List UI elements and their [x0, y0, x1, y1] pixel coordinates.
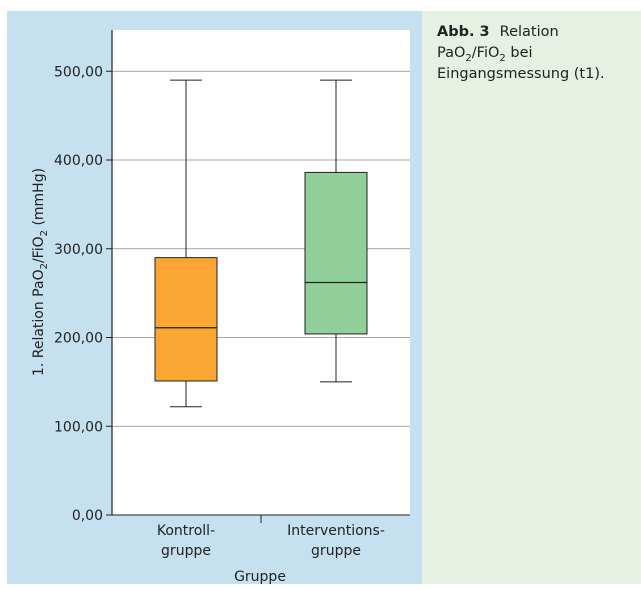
x-tick-label: Interventions- — [287, 523, 385, 539]
y-axis-title: 1. Relation PaO2/FiO2 (mmHg) — [31, 168, 50, 376]
y-tick-label: 200,00 — [54, 331, 103, 347]
x-tick-label: Kontroll- — [157, 523, 215, 539]
y-tick-label: 0,00 — [72, 508, 103, 524]
caption-text-2: /FiO — [471, 45, 500, 61]
figure-caption: Abb. 3 Relation PaO2/FiO2 bei Eingangsmes… — [437, 22, 632, 85]
x-tick-label: gruppe — [161, 543, 211, 559]
x-tick-label: gruppe — [311, 543, 361, 559]
box-iqr — [154, 257, 218, 382]
box-kontrollgruppe — [154, 79, 218, 408]
y-ticks: 0,00 100,00 200,00 300,00 400,00 500,00 — [54, 64, 112, 524]
caption-sub-1: 2 — [465, 52, 472, 64]
box-interventionsgruppe — [304, 79, 368, 383]
caption-panel — [422, 11, 641, 584]
x-axis-title: Gruppe — [234, 569, 286, 585]
x-categories: Kontroll-gruppe Interventions-gruppe — [157, 515, 385, 559]
y-tick-label: 500,00 — [54, 64, 103, 80]
boxes — [154, 79, 368, 408]
y-tick-label: 300,00 — [54, 242, 103, 258]
caption-text-1: Relation PaO — [437, 24, 559, 61]
caption-text-3: bei Eingangsmessung (t1). — [437, 45, 605, 82]
y-tick-label: 100,00 — [54, 419, 103, 435]
y-tick-label: 400,00 — [54, 153, 103, 169]
caption-label: Abb. 3 — [437, 24, 490, 40]
caption-sub-2: 2 — [499, 52, 506, 64]
box-iqr — [304, 171, 368, 335]
gridlines — [112, 70, 410, 427]
